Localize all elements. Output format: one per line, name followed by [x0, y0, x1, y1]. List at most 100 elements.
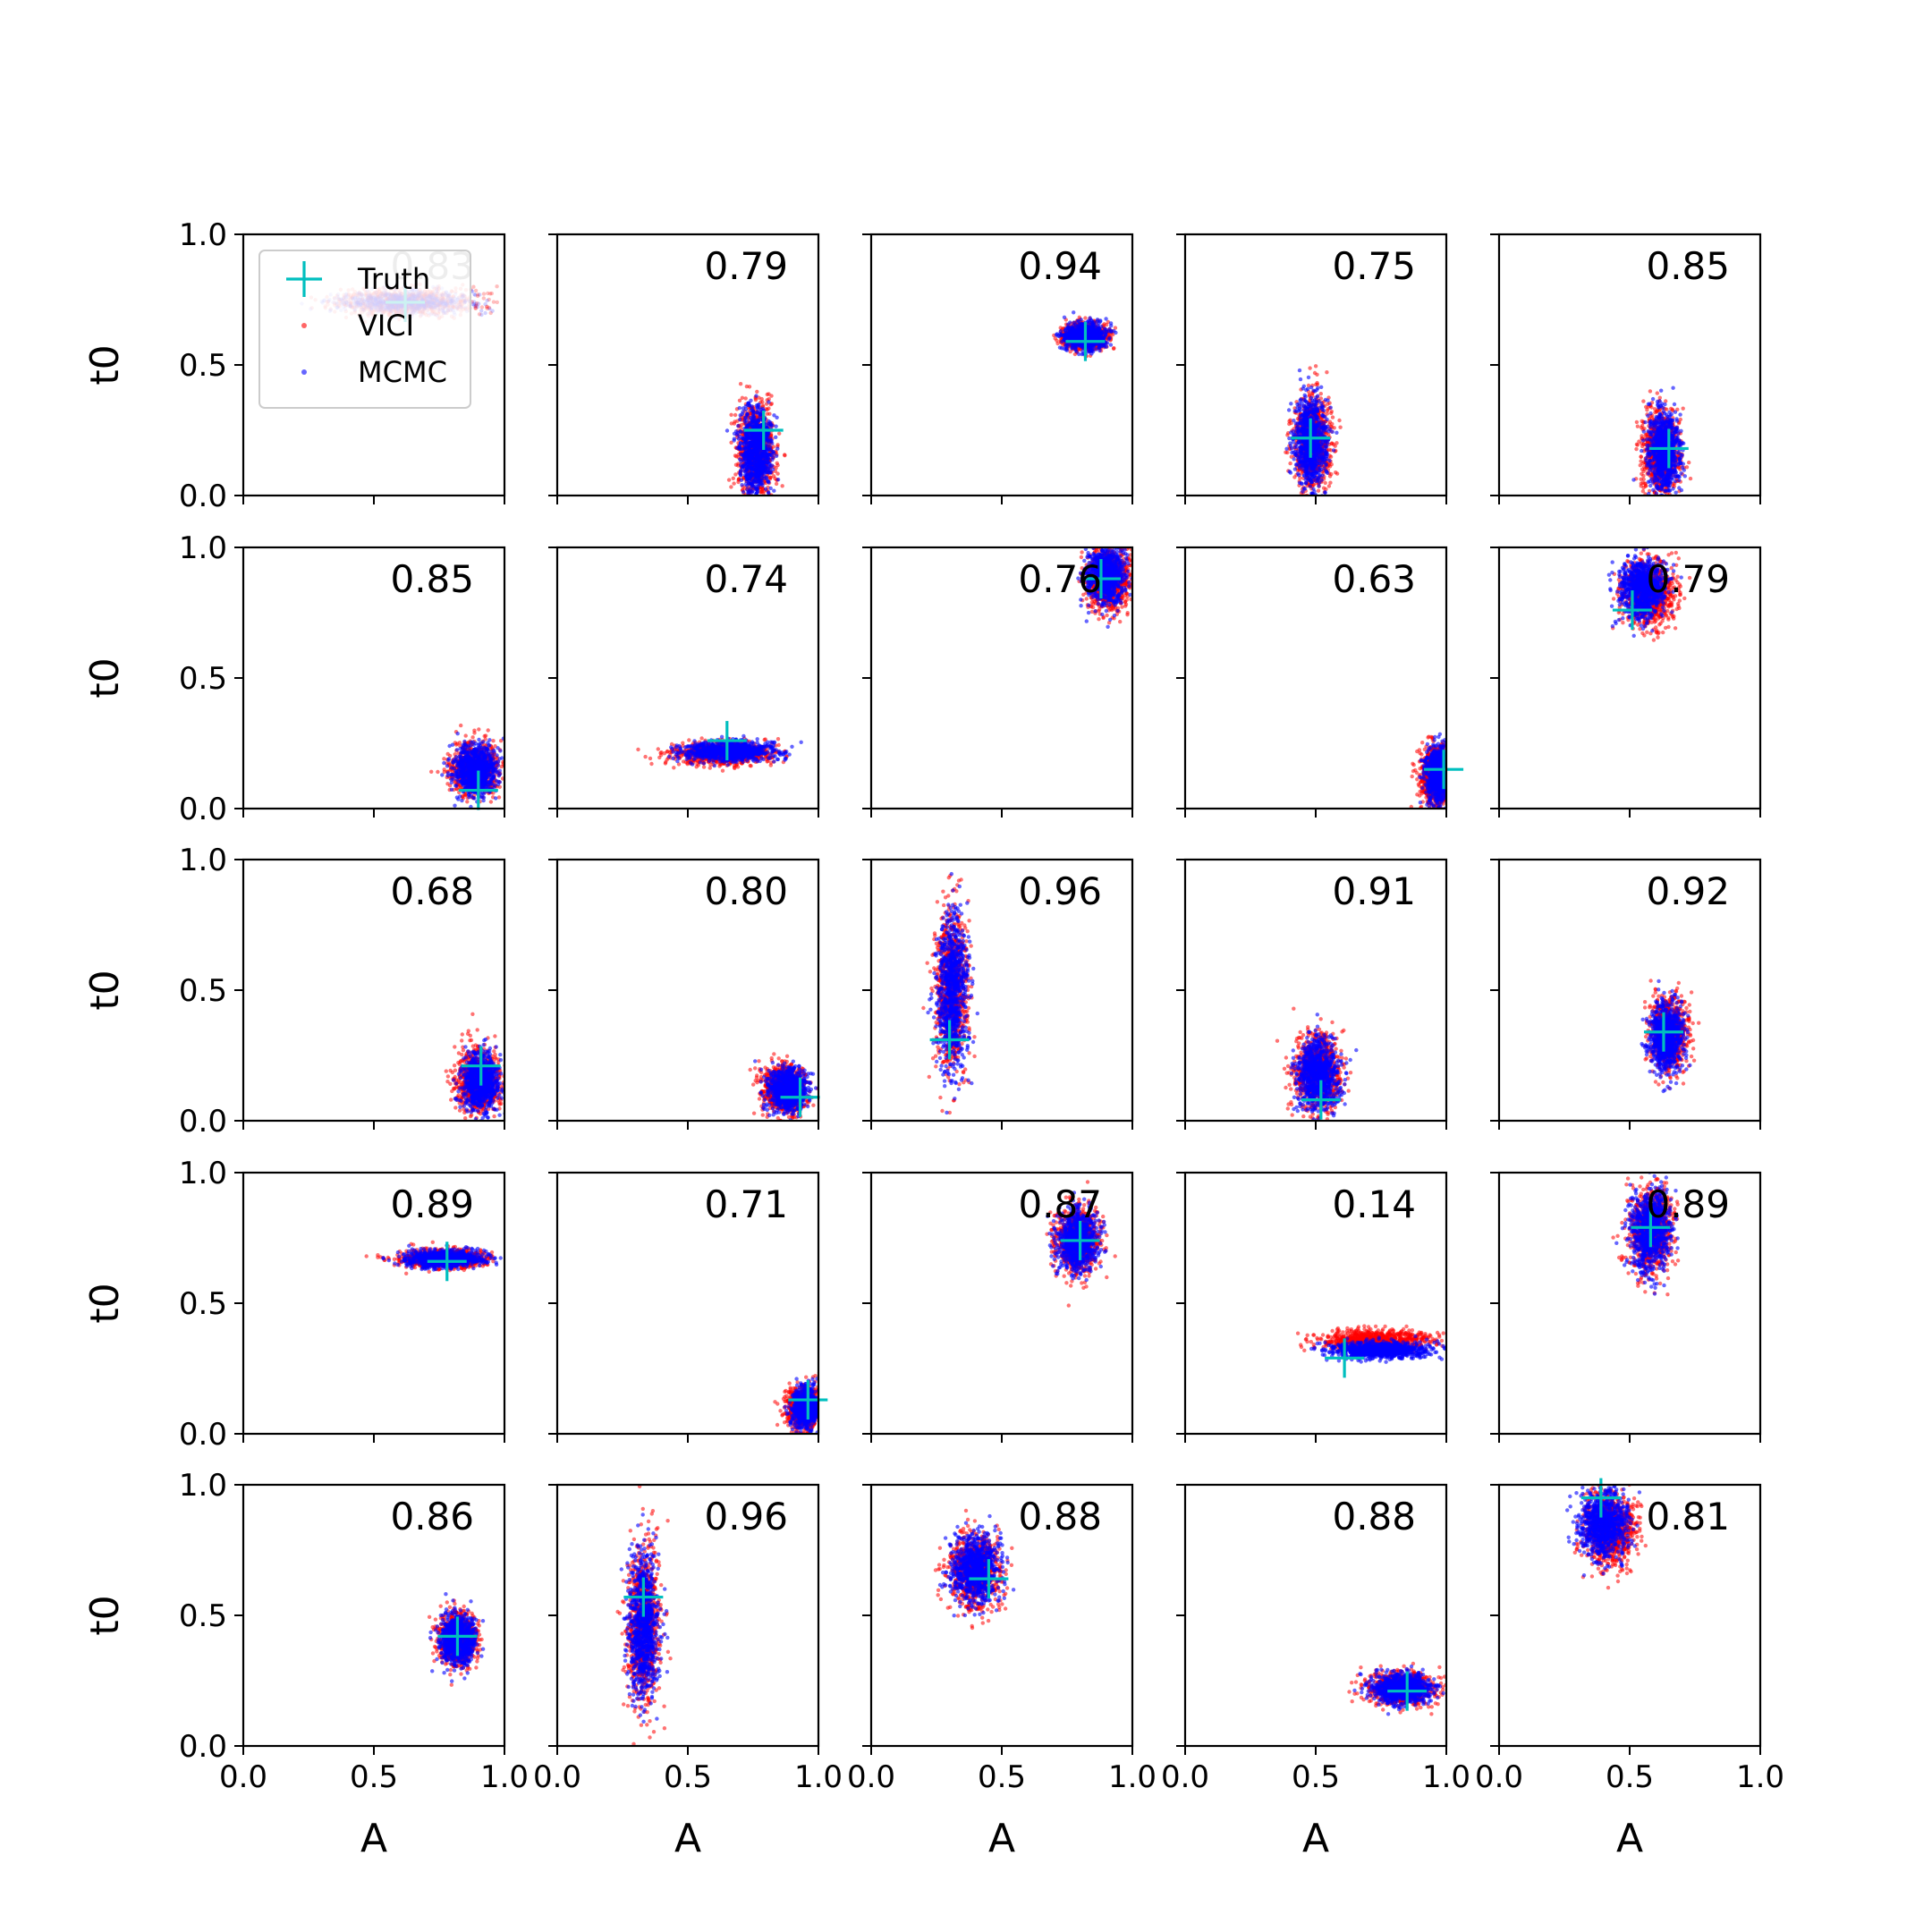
mcmc-point	[475, 304, 480, 309]
mcmc-point	[738, 429, 742, 434]
vici-point	[769, 402, 774, 406]
mcmc-point	[767, 491, 771, 496]
mcmc-point	[768, 436, 773, 441]
vici-point	[731, 476, 735, 480]
mcmc-point	[483, 310, 487, 316]
mcmc-point	[737, 445, 741, 450]
mcmc-point	[749, 398, 753, 402]
vici-point	[732, 481, 736, 486]
mcmc-point	[758, 438, 764, 443]
vici-point	[775, 471, 780, 476]
mcmc-point	[724, 428, 730, 433]
mcmc-point	[749, 474, 754, 479]
mcmc-point	[770, 441, 775, 445]
mcmc-point	[774, 435, 778, 439]
mcmc-point	[745, 465, 750, 470]
mcmc-point	[739, 463, 743, 468]
vici-point	[755, 389, 759, 394]
mcmc-point	[472, 304, 477, 309]
mcmc-point	[487, 307, 492, 311]
vici-point	[475, 293, 480, 299]
mcmc-point	[754, 463, 758, 468]
mcmc-point	[734, 432, 740, 437]
mcmc-point	[743, 462, 748, 466]
mcmc-point	[771, 455, 775, 460]
mcmc-point	[744, 434, 749, 438]
vici-point	[780, 484, 784, 488]
mcmc-point	[753, 470, 758, 475]
mcmc-point	[747, 468, 752, 472]
mcmc-point	[770, 423, 775, 428]
mcmc-point	[765, 438, 769, 443]
vici-point	[777, 431, 782, 436]
mcmc-point	[739, 468, 743, 472]
vici-point	[473, 306, 479, 310]
mcmc-point	[772, 488, 776, 493]
vici-point	[486, 291, 490, 296]
mcmc-point	[752, 439, 757, 445]
mcmc-point	[752, 434, 757, 438]
mcmc-point	[742, 416, 748, 420]
mcmc-point	[755, 406, 760, 411]
mcmc-point	[472, 292, 477, 297]
y-tick-label: 0.5	[179, 348, 227, 384]
vici-point	[783, 453, 787, 458]
mcmc-point	[751, 415, 757, 419]
mcmc-point	[767, 421, 771, 426]
mcmc-point	[766, 443, 770, 447]
mcmc-point	[479, 309, 484, 313]
vici-point	[473, 306, 478, 310]
vici-point	[767, 411, 772, 416]
y-tick-label: 0.0	[179, 479, 227, 514]
mcmc-point	[732, 436, 737, 441]
subplot-3: 0.94	[862, 233, 1134, 504]
mcmc-samples	[1054, 310, 1118, 357]
mcmc-point	[770, 467, 775, 471]
mcmc-point	[739, 478, 743, 482]
vici-point	[473, 288, 479, 293]
vici-point	[491, 300, 496, 304]
mcmc-point	[485, 298, 489, 303]
mcmc-point	[742, 469, 747, 474]
vici-point	[729, 412, 733, 417]
mcmc-point	[745, 411, 750, 416]
mcmc-point	[774, 424, 778, 428]
mcmc-point	[757, 418, 761, 422]
vici-point	[485, 304, 489, 309]
mcmc-point	[471, 302, 477, 307]
mcmc-point	[746, 455, 751, 461]
mcmc-point	[760, 470, 765, 474]
mcmc-point	[743, 482, 748, 487]
mcmc-point	[757, 402, 761, 407]
mcmc-point	[758, 424, 763, 428]
mcmc-point	[758, 462, 763, 468]
vici-point	[775, 443, 780, 447]
mcmc-point	[1108, 343, 1114, 347]
mcmc-point	[752, 423, 757, 428]
mcmc-point	[473, 292, 478, 298]
mcmc-point	[479, 312, 484, 318]
vici-point	[768, 475, 773, 479]
legend-mcmc-symbol	[301, 369, 307, 375]
mcmc-point	[755, 475, 759, 479]
mcmc-point	[737, 406, 741, 411]
mcmc-point	[775, 478, 781, 482]
mcmc-point	[763, 487, 768, 491]
vici-point	[740, 395, 745, 400]
vici-point	[758, 490, 763, 495]
vici-point	[1055, 338, 1059, 343]
mcmc-point	[760, 466, 765, 470]
vici-point	[1102, 322, 1106, 326]
mcmc-point	[746, 477, 751, 481]
vici-point	[732, 421, 737, 426]
mcmc-point	[740, 436, 745, 440]
mcmc-point	[490, 309, 495, 313]
vici-point	[487, 297, 491, 302]
vici-point	[774, 481, 779, 487]
mcmc-point	[764, 462, 768, 467]
vici-point	[1111, 346, 1116, 351]
vici-point	[1113, 326, 1118, 330]
subplot-2: 0.79	[548, 233, 820, 504]
vici-point	[738, 382, 743, 386]
